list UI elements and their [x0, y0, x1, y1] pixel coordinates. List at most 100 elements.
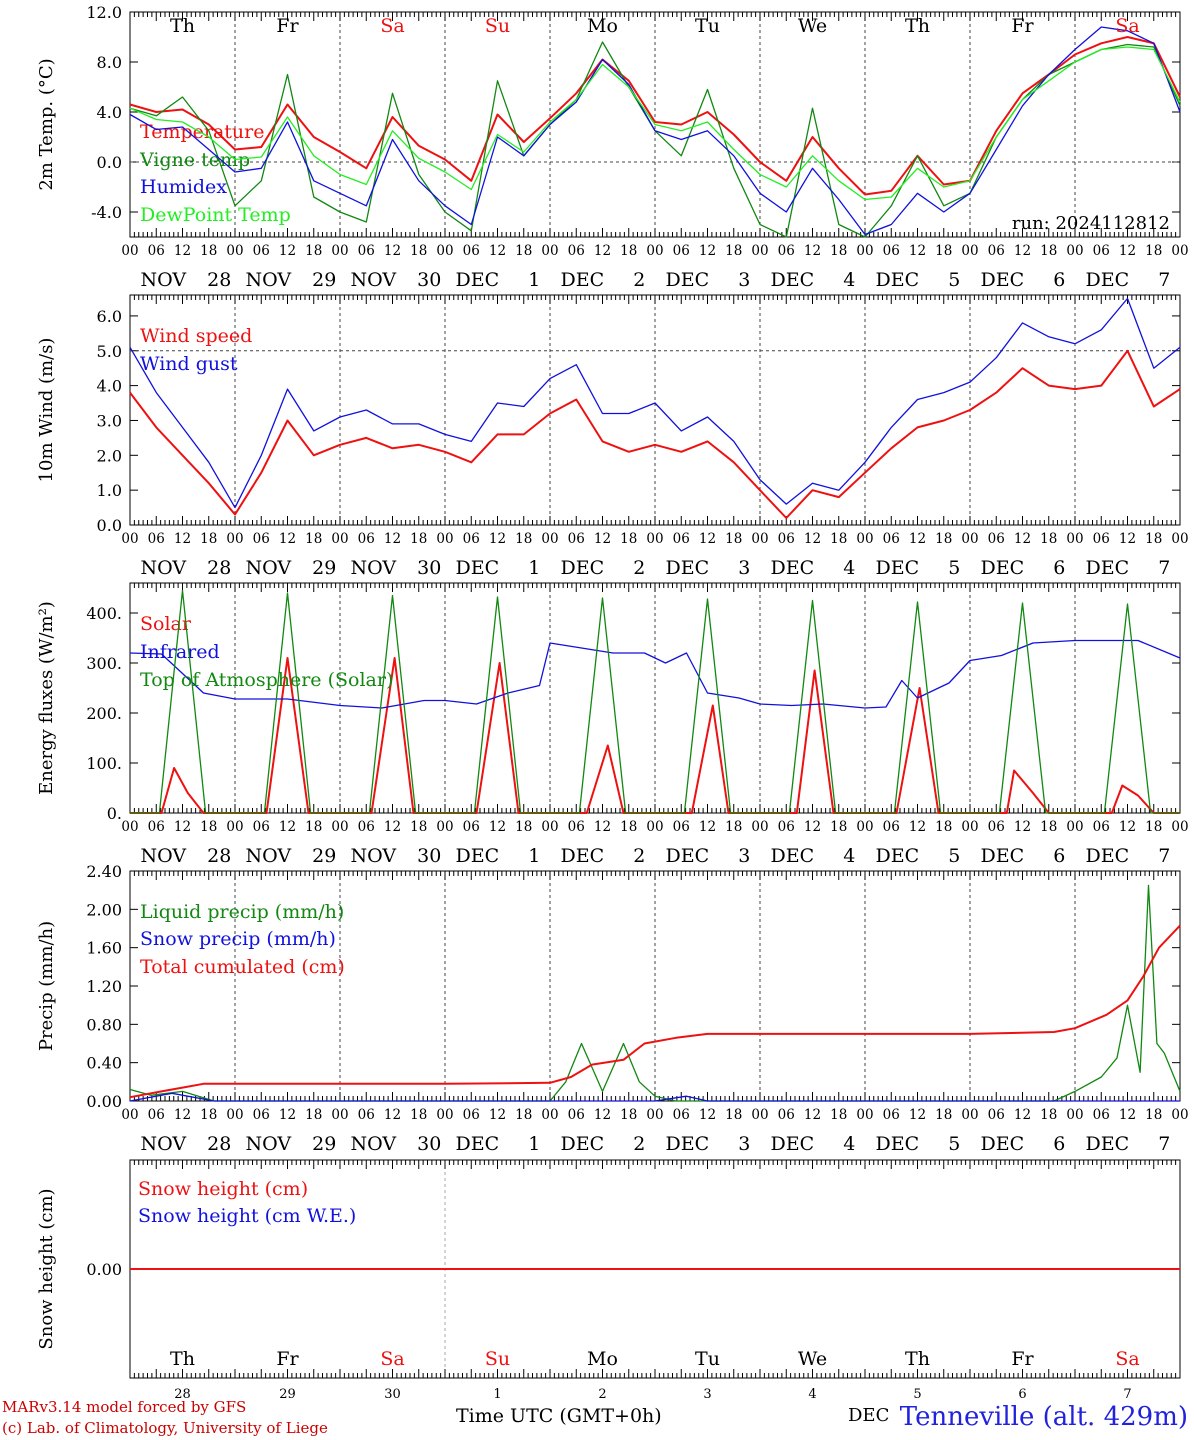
weekday-label: We — [798, 1348, 827, 1370]
hour-tick-label: 00 — [436, 819, 453, 835]
hour-tick-label: 06 — [568, 243, 585, 259]
date-month-label: DEC — [666, 557, 710, 579]
hour-tick-label: 18 — [1040, 243, 1057, 259]
hour-tick-label: 12 — [594, 819, 611, 835]
hour-tick-label: 00 — [1066, 819, 1083, 835]
date-day-label: 30 — [417, 845, 441, 867]
hour-tick-label: 06 — [358, 243, 375, 259]
legend-entry: Liquid precip (mm/h) — [140, 901, 344, 923]
weekday-label: Tu — [695, 15, 720, 37]
date-day-label: 2 — [633, 1133, 645, 1155]
hour-tick-label: 06 — [148, 1107, 165, 1123]
weekday-label: Fr — [276, 1348, 299, 1370]
hour-tick-label: 06 — [358, 819, 375, 835]
date-day-label: 1 — [528, 845, 540, 867]
hour-tick-label: 12 — [804, 1107, 821, 1123]
date-month-label: DEC — [1086, 1133, 1130, 1155]
weekday-label: Sa — [1115, 15, 1139, 37]
date-day-label: 1 — [528, 1133, 540, 1155]
hour-tick-label: 00 — [436, 243, 453, 259]
y-tick-label: 200. — [86, 704, 122, 723]
hour-tick-label: 12 — [804, 819, 821, 835]
y-tick-label: 2.0 — [97, 446, 122, 465]
legend-entry: Total cumulated (cm) — [140, 956, 345, 978]
date-month-label: DEC — [456, 269, 500, 291]
weekday-label: Mo — [587, 1348, 618, 1370]
date-day-label: 3 — [738, 845, 750, 867]
hour-tick-label: 00 — [331, 531, 348, 547]
date-month-label: DEC — [981, 845, 1025, 867]
date-month-label: DEC — [771, 269, 815, 291]
hour-tick-label: 12 — [279, 1107, 296, 1123]
hour-tick-label: 18 — [620, 1107, 637, 1123]
hour-tick-label: 00 — [1066, 531, 1083, 547]
hour-tick-label: 06 — [358, 531, 375, 547]
hour-tick-label: 00 — [1171, 819, 1188, 835]
hour-tick-label: 00 — [751, 531, 768, 547]
date-month-label: DEC — [981, 1133, 1025, 1155]
hour-tick-label: 06 — [778, 1107, 795, 1123]
legend-entry: Top of Atmosphere (Solar) — [140, 669, 393, 691]
date-month-label: NOV — [351, 557, 397, 579]
hour-tick-label: 18 — [935, 1107, 952, 1123]
y-tick-label: 0.0 — [97, 153, 122, 172]
hour-tick-label: 12 — [699, 243, 716, 259]
hour-tick-label: 12 — [384, 1107, 401, 1123]
hour-tick-label: 18 — [620, 243, 637, 259]
hour-tick-label: 18 — [1145, 531, 1162, 547]
date-month-label: DEC — [1086, 557, 1130, 579]
hour-tick-label: 06 — [253, 243, 270, 259]
date-day-label: 6 — [1053, 269, 1065, 291]
date-month-label: DEC — [876, 557, 920, 579]
date-day-label: 2 — [633, 269, 645, 291]
y-tick-label: 300. — [86, 654, 122, 673]
hour-tick-label: 06 — [253, 531, 270, 547]
hour-tick-label: 12 — [594, 243, 611, 259]
hour-tick-label: 18 — [410, 1107, 427, 1123]
hour-tick-label: 06 — [463, 531, 480, 547]
date-month-label: DEC — [1086, 269, 1130, 291]
hour-tick-label: 18 — [1040, 531, 1057, 547]
date-day-label: 3 — [738, 1133, 750, 1155]
hour-tick-label: 06 — [1093, 531, 1110, 547]
hour-tick-label: 18 — [725, 819, 742, 835]
hour-tick-label: 06 — [148, 531, 165, 547]
hour-tick-label: 12 — [384, 243, 401, 259]
date-day-label: 2 — [633, 557, 645, 579]
hour-tick-label: 06 — [1093, 243, 1110, 259]
hour-tick-label: 18 — [1145, 243, 1162, 259]
date-day-label: 4 — [843, 557, 855, 579]
date-month-label: NOV — [351, 845, 397, 867]
date-month-label: DEC — [666, 1133, 710, 1155]
hour-tick-label: 00 — [121, 531, 138, 547]
hour-tick-label: 00 — [1171, 243, 1188, 259]
hour-tick-label: 06 — [778, 243, 795, 259]
hour-tick-label: 00 — [541, 819, 558, 835]
legend-entry: Wind gust — [140, 353, 238, 375]
hour-tick-label: 06 — [988, 243, 1005, 259]
hour-tick-label: 00 — [961, 819, 978, 835]
legend-entry: Solar — [140, 613, 192, 635]
date-day-label: 28 — [207, 1133, 231, 1155]
hour-tick-label: 18 — [830, 819, 847, 835]
series-line — [129, 924, 1181, 1099]
hour-tick-label: 18 — [410, 531, 427, 547]
date-day-label: 28 — [207, 269, 231, 291]
hour-tick-label: 06 — [463, 243, 480, 259]
hour-tick-label: 00 — [1066, 243, 1083, 259]
y-tick-label: 0.40 — [86, 1054, 122, 1073]
hour-tick-label: 06 — [883, 1107, 900, 1123]
weekday-label: We — [798, 15, 827, 37]
y-tick-label: 2.40 — [86, 862, 122, 881]
date-month-label: DEC — [876, 845, 920, 867]
series-line — [129, 26, 1181, 236]
hour-tick-label: 00 — [331, 819, 348, 835]
y-tick-label: 100. — [86, 754, 122, 773]
day-number-label: 29 — [279, 1387, 296, 1402]
weekday-label: Th — [170, 15, 195, 37]
hour-tick-label: 12 — [594, 1107, 611, 1123]
legend-entry: DewPoint Temp — [140, 204, 291, 226]
hour-tick-label: 18 — [830, 243, 847, 259]
hour-tick-label: 12 — [1014, 531, 1031, 547]
hour-tick-label: 18 — [515, 1107, 532, 1123]
